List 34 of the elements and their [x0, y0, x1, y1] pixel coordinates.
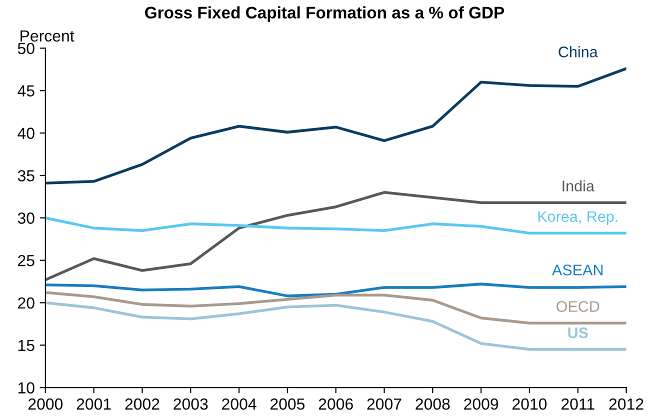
- x-tick-label: 2001: [76, 398, 111, 410]
- series-label: US: [568, 327, 588, 338]
- line-series: [45, 282, 626, 298]
- line-series: [45, 301, 626, 351]
- series-label: China: [558, 46, 598, 58]
- chart-title: Gross Fixed Capital Formation as a % of GDP: [145, 6, 504, 22]
- y-tick-label: 50: [18, 42, 34, 54]
- x-tick-label: 2007: [367, 398, 402, 410]
- x-tick-label: 2000: [28, 398, 63, 410]
- x-tick-label: 2012: [609, 398, 644, 410]
- x-tick-label: 2009: [464, 398, 498, 410]
- x-tick-label: 2005: [270, 398, 305, 410]
- y-tick-label: 45: [18, 85, 34, 97]
- y-tick-label: 35: [18, 170, 34, 182]
- x-tick-label: 2011: [562, 398, 594, 410]
- line-series: [45, 191, 626, 282]
- y-tick-label: 15: [18, 340, 34, 352]
- y-tick-label: 40: [18, 128, 34, 139]
- x-tick-label: 2002: [125, 398, 160, 410]
- line-series: [45, 291, 626, 324]
- series-label: Korea, Rep.: [538, 211, 618, 225]
- x-tick-label: 2010: [512, 398, 547, 410]
- y-tick-label: 20: [18, 297, 34, 309]
- y-tick-label: 10: [18, 382, 34, 394]
- series-label: ASEAN: [552, 264, 603, 276]
- series-label: India: [562, 180, 594, 192]
- x-tick-label: 2006: [318, 398, 353, 410]
- series-label: OECD: [556, 301, 600, 312]
- y-tick-label: 25: [18, 254, 34, 266]
- x-tick-label: 2004: [222, 398, 256, 410]
- y-tick-label: 30: [18, 212, 34, 224]
- x-tick-label: 2003: [174, 398, 208, 410]
- x-tick-label: 2008: [416, 398, 450, 410]
- y-axis-title: Percent: [20, 30, 74, 42]
